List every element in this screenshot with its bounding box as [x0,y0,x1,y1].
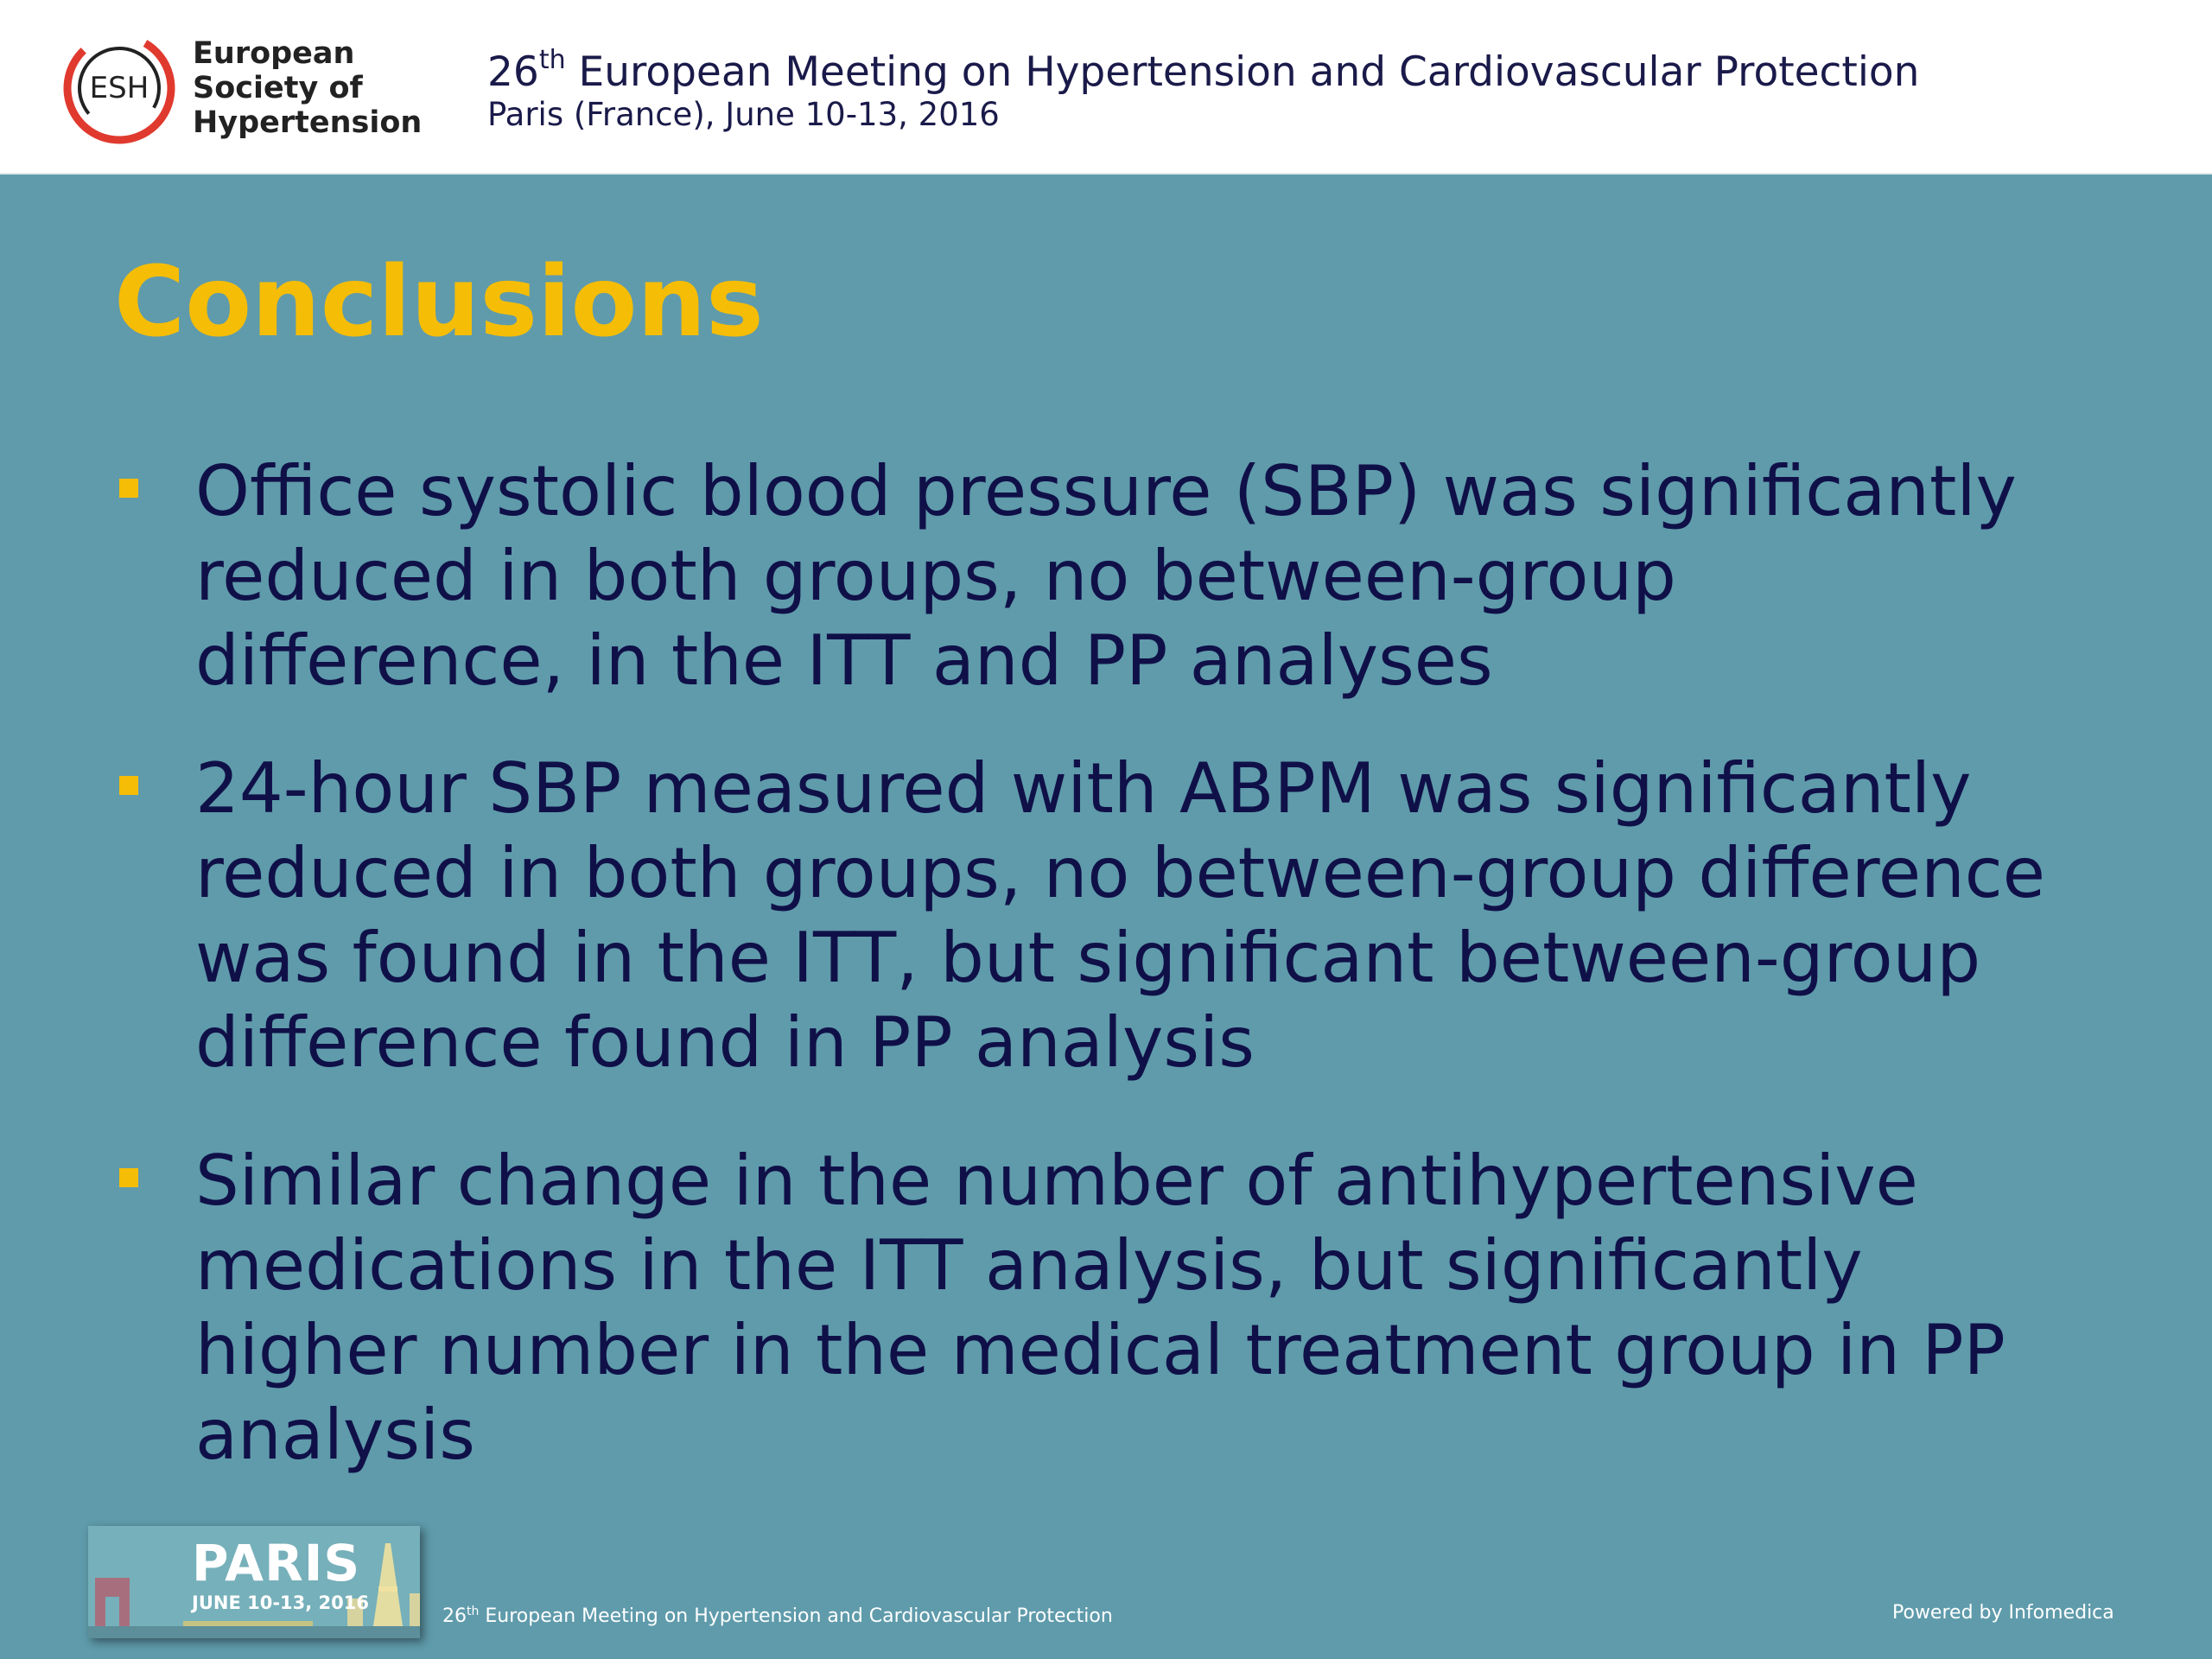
bullet-line: difference, in the ITT and PP analyses [195,620,1493,701]
footer-meeting-name: European Meeting on Hypertension and Car… [485,1605,1113,1627]
bullet-line: difference found in PP analysis [195,1002,1255,1083]
header-band: ESH European Society of Hypertension 26t… [0,0,2212,175]
logo-name-line: Society of [193,71,363,105]
logo-society-name: European Society of Hypertension [193,36,422,140]
bullet-text: 24-hour SBP measured with ABPM was signi… [195,747,2165,1085]
footer-meeting-title: 26th European Meeting on Hypertension an… [442,1604,1113,1630]
bullet-text: Office systolic blood pressure (SBP) was… [195,449,2165,703]
bullet-square-icon [119,479,138,498]
slide-title: Conclusions [114,246,764,359]
badge-city: PARIS [192,1534,361,1592]
conference-place-date: Paris (France), June 10-13, 2016 [487,96,1000,133]
bullet-line: higher number in the medical treatment g… [195,1310,2005,1390]
meeting-title: European Meeting on Hypertension and Car… [578,48,1920,96]
bullet-line: Similar change in the number of antihype… [195,1141,1918,1221]
badge-date: JUNE 10-13, 2016 [192,1592,369,1613]
logo-name-line: European [193,36,355,71]
bullet-line: reduced in both groups, no between-group… [195,833,2045,913]
esh-logo-ring-icon [59,28,180,149]
bullet-square-icon [119,1168,138,1187]
logo-name-line: Hypertension [193,105,423,140]
paris-meeting-badge: PARIS JUNE 10-13, 2016 [88,1526,420,1638]
bullet-line: medications in the ITT analysis, but sig… [195,1225,1863,1306]
bullet-text: Similar change in the number of antihype… [195,1139,2165,1478]
meeting-ordinal-suffix: th [538,45,566,75]
bullet-line: Office systolic blood pressure (SBP) was… [195,451,2017,531]
bullet-line: analysis [195,1395,475,1475]
paris-skyline-icon [88,1526,420,1638]
bullet-line: 24-hour SBP measured with ABPM was signi… [195,748,1972,829]
bullet-square-icon [119,776,138,795]
logo-abbreviation: ESH [89,71,149,105]
footer-meeting-number: 26 [442,1605,467,1627]
conference-title: 26th European Meeting on Hypertension an… [487,47,1919,99]
bullet-line: reduced in both groups, no between-group [195,536,1676,616]
meeting-number: 26 [487,48,539,96]
powered-by-label: Powered by Infomedica [1892,1602,2114,1624]
bullet-line: was found in the ITT, but significant be… [195,918,1981,998]
footer-meeting-suffix: th [467,1605,480,1618]
